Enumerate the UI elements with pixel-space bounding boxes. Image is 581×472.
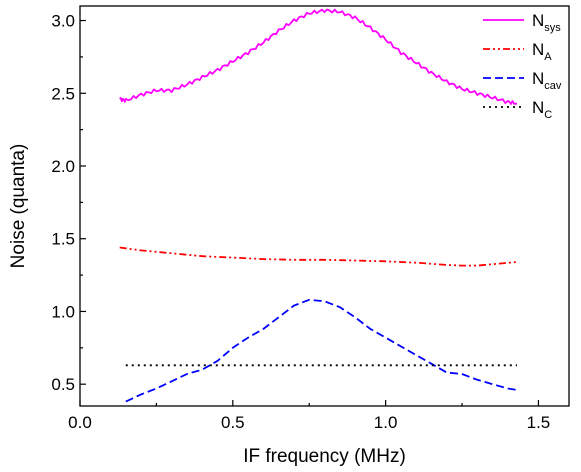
legend-label-cav: Ncav xyxy=(532,69,562,92)
y-tick-label: 0.5 xyxy=(51,375,75,394)
x-axis-label: IF frequency (MHz) xyxy=(243,446,406,467)
series-layer xyxy=(119,8,518,403)
series-line-N-A xyxy=(119,246,518,267)
series-line-N-cav xyxy=(125,298,518,403)
legend: Nsys NA Ncav NC xyxy=(483,11,562,121)
series-line-N-sys xyxy=(119,8,518,105)
y-tick-label: 2.5 xyxy=(51,84,75,103)
legend-label-C: NC xyxy=(532,98,552,121)
y-tick-label: 1.5 xyxy=(51,230,75,249)
x-tick-label: 0.5 xyxy=(221,413,245,432)
legend-label-A: NA xyxy=(532,40,552,63)
x-tick-label: 1.5 xyxy=(527,413,551,432)
y-tick-label: 1.0 xyxy=(51,302,75,321)
axis-ticks: 0.0 0.5 1.0 1.5 0.5 1.0 1.5 2.0 2.5 3.0 xyxy=(51,12,550,432)
legend-label-sys: Nsys xyxy=(532,11,561,34)
plot-frame xyxy=(79,5,570,407)
y-tick-label: 2.0 xyxy=(51,157,75,176)
y-tick-label: 3.0 xyxy=(51,12,75,31)
x-tick-label: 1.0 xyxy=(374,413,398,432)
y-axis-label: Noise (quanta) xyxy=(8,144,29,269)
x-tick-label: 0.0 xyxy=(68,413,92,432)
